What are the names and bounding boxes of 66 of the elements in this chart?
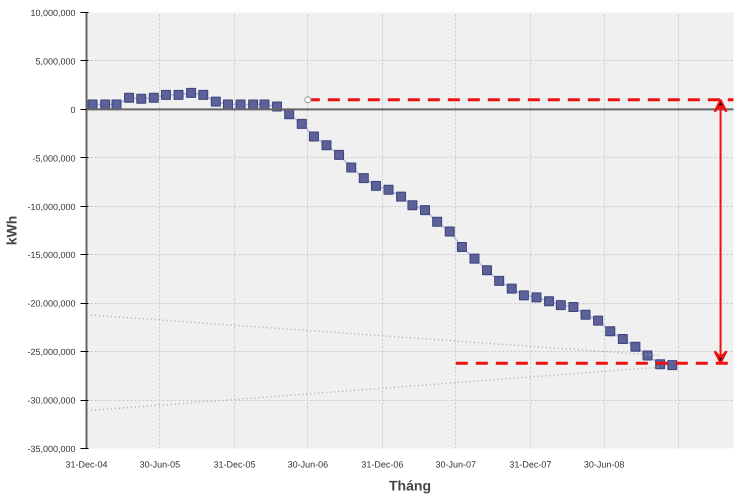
point (222, 100, 233, 110)
point (432, 216, 442, 227)
point (160, 90, 171, 100)
point (593, 316, 604, 326)
y-tick-label: -10,000,000 (27, 202, 76, 212)
point (482, 265, 492, 276)
point (630, 342, 640, 352)
point (544, 296, 554, 306)
x-tick-label: 31-Dec-07 (509, 460, 552, 470)
point (248, 100, 258, 110)
y-tick-label: 10,000,000 (30, 8, 76, 18)
point (444, 226, 455, 236)
y-tick-label: -20,000,000 (27, 298, 76, 309)
point (334, 150, 344, 160)
x-tick-label: 30-Jun-06 (288, 460, 328, 470)
point (642, 350, 653, 360)
point (518, 290, 529, 300)
point (236, 100, 246, 110)
x-tick-label: 30-Jun-05 (140, 460, 180, 470)
x-tick-label: 30-Jun-08 (584, 460, 624, 470)
x-tick-label: 30-Jun-07 (436, 460, 476, 470)
point (346, 162, 356, 173)
point (456, 242, 467, 252)
y-tick-label: 5,000,000 (35, 56, 76, 66)
point (407, 200, 418, 210)
point (506, 284, 517, 294)
point (605, 326, 616, 336)
point (531, 292, 542, 302)
point (112, 100, 122, 110)
point (148, 92, 159, 103)
y-tick-label: -25,000,000 (27, 347, 76, 358)
point (321, 140, 332, 150)
point (384, 184, 394, 195)
x-axis-title: Tháng (389, 478, 432, 494)
point (296, 118, 307, 129)
point (136, 94, 146, 104)
point (88, 100, 98, 110)
y-tick-label: -5,000,000 (32, 153, 76, 164)
x-tick-label: 31-Dec-04 (65, 460, 108, 470)
point (469, 254, 480, 264)
point (198, 90, 208, 100)
point (370, 180, 381, 191)
x-tick-label: 31-Dec-05 (213, 460, 256, 470)
point (494, 276, 504, 286)
point (124, 92, 134, 103)
point (580, 310, 591, 320)
point (358, 173, 369, 184)
point (420, 205, 430, 216)
y-tick-label: -30,000,000 (27, 396, 76, 406)
point (568, 302, 578, 312)
point (396, 192, 406, 202)
point (259, 100, 270, 110)
point (667, 360, 678, 370)
point (210, 96, 221, 107)
point (174, 90, 184, 100)
point (556, 300, 566, 310)
y-tick-label: 0 (70, 104, 76, 115)
y-axis-title: kWh (3, 216, 20, 246)
point (308, 132, 319, 142)
point (304, 96, 312, 104)
point (100, 100, 110, 110)
point (618, 334, 628, 344)
point (186, 88, 196, 98)
x-tick-label: 31-Dec-06 (361, 460, 404, 470)
y-tick-label: -15,000,000 (27, 250, 76, 260)
y-tick-label: -35,000,000 (27, 444, 76, 454)
